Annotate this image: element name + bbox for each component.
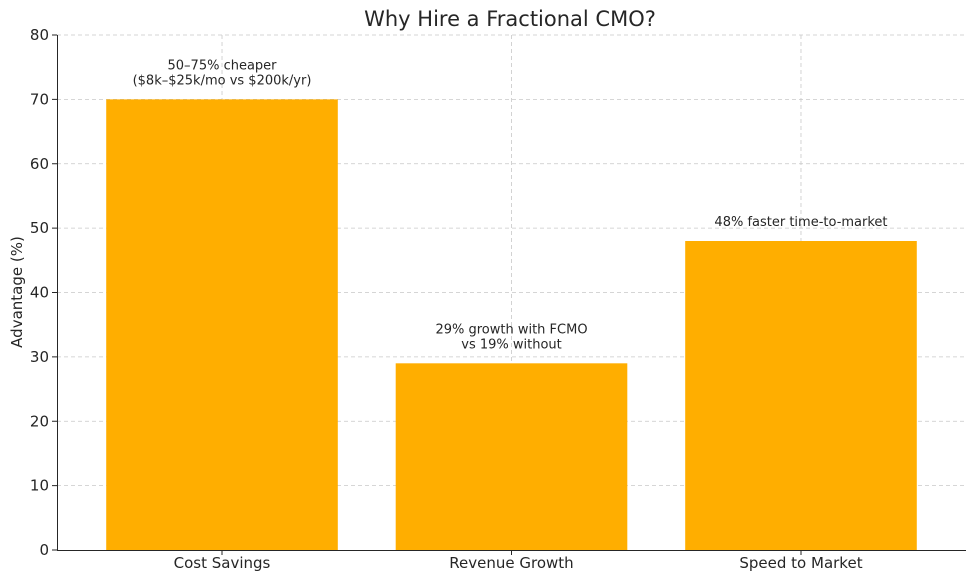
y-tick-label: 30: [30, 348, 49, 366]
y-tick-label: 40: [30, 284, 49, 302]
y-tick-label: 70: [30, 90, 49, 108]
y-tick-label: 60: [30, 155, 49, 173]
bar: [685, 241, 917, 550]
data-annotation: vs 19% without: [461, 337, 562, 352]
bar: [106, 99, 338, 550]
x-tick-label: Speed to Market: [739, 554, 862, 572]
y-tick-label: 10: [30, 477, 49, 495]
annotations: 50–75% cheaper($8k–$25k/mo vs $200k/yr) 2…: [133, 58, 888, 352]
y-tick-label: 50: [30, 219, 49, 237]
data-annotation: 48% faster time-to-market: [714, 215, 887, 230]
y-axis-label: Advantage (%): [8, 236, 26, 348]
x-ticks: Cost Savings Revenue Growth Speed to Marke…: [174, 550, 863, 572]
y-tick-label: 0: [39, 541, 49, 559]
x-tick-label: Revenue Growth: [449, 554, 573, 572]
bar: [395, 363, 628, 550]
data-annotation: 29% growth with FCMO: [435, 322, 587, 337]
y-tick-label: 20: [30, 412, 49, 430]
bars: [106, 99, 917, 550]
y-tick-label: 80: [30, 26, 49, 44]
y-ticks: 0 10 20 30 40 50 60 70 80: [30, 26, 57, 559]
chart-title: Why Hire a Fractional CMO?: [364, 7, 656, 31]
x-tick-label: Cost Savings: [174, 554, 271, 572]
data-annotation: 50–75% cheaper: [168, 58, 278, 73]
data-annotation: ($8k–$25k/mo vs $200k/yr): [133, 73, 312, 88]
